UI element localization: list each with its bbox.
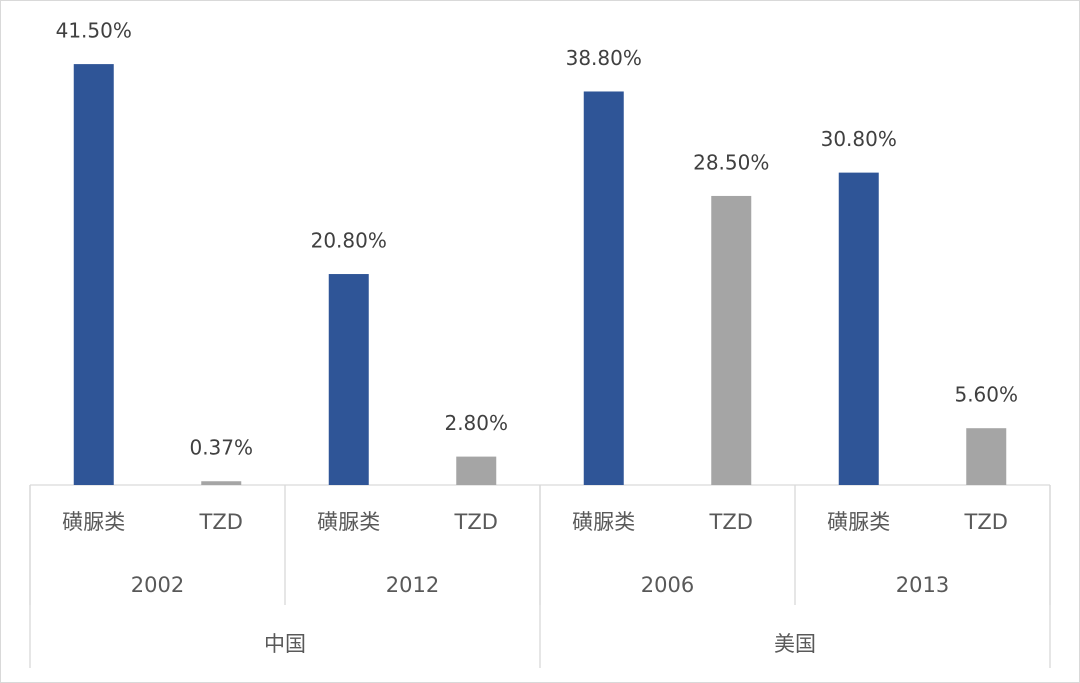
- bar: [711, 195, 752, 486]
- x-tick-label: TZD: [454, 510, 498, 534]
- value-label: 2.80%: [444, 411, 508, 435]
- x-tick-label: 磺脲类: [317, 510, 380, 534]
- supergroup-label: 美国: [774, 632, 816, 656]
- supergroup-label: 中国: [264, 632, 306, 656]
- value-label: 20.80%: [311, 229, 387, 253]
- x-tick-label: TZD: [709, 510, 753, 534]
- bar: [73, 64, 114, 485]
- x-tick-label: 磺脲类: [827, 510, 890, 534]
- bar: [838, 172, 879, 485]
- value-label: 28.50%: [693, 150, 769, 174]
- x-tick-label: TZD: [964, 510, 1008, 534]
- group-label: 2012: [386, 573, 439, 597]
- x-tick-label: TZD: [199, 510, 243, 534]
- bar: [456, 456, 497, 485]
- value-label: 41.50%: [56, 19, 132, 43]
- bar: [583, 91, 624, 485]
- group-label: 2002: [131, 573, 184, 597]
- x-tick-label: 磺脲类: [572, 510, 635, 534]
- value-label: 38.80%: [566, 46, 642, 70]
- value-label: 5.60%: [954, 383, 1018, 407]
- group-label: 2006: [641, 573, 694, 597]
- x-tick-label: 磺脲类: [62, 510, 125, 534]
- group-label: 2013: [896, 573, 949, 597]
- bar: [201, 481, 242, 485]
- bar: [966, 428, 1007, 485]
- bar: [328, 274, 369, 485]
- value-label: 0.37%: [189, 436, 253, 460]
- value-label: 30.80%: [821, 127, 897, 151]
